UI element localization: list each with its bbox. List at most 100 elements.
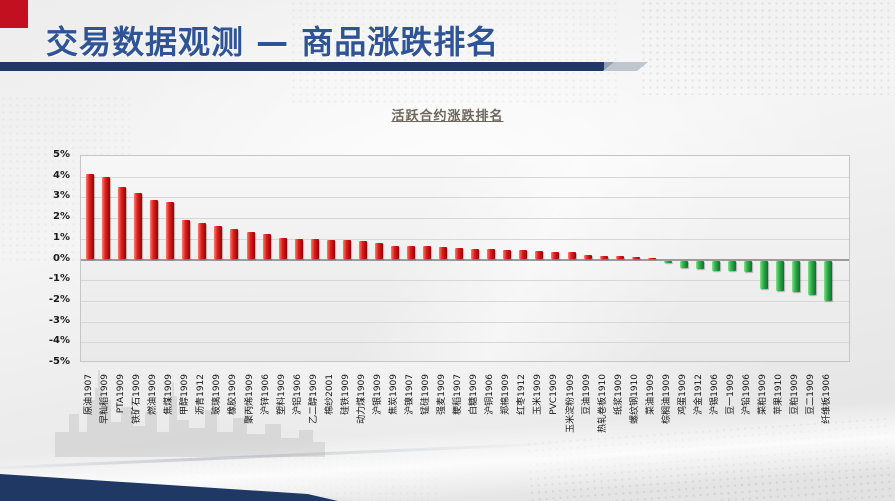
y-axis-label: -4%: [48, 335, 70, 347]
bar-燃油1909: [150, 200, 159, 260]
gridline: [81, 280, 849, 282]
halftone-dots-top-right: [640, 0, 895, 95]
bar-铁矿石1909: [134, 193, 143, 260]
y-axis-label: 1%: [53, 231, 70, 243]
bar-PTA1909: [118, 187, 127, 260]
x-axis-label: 苹果1910: [774, 374, 785, 415]
x-axis-label: 纸浆1909: [613, 374, 624, 415]
x-axis-label: 橡胶1909: [228, 374, 239, 415]
bar-聚丙烯1909: [246, 231, 255, 260]
chart-title: 活跃合约涨跌排名: [391, 109, 504, 124]
bar-锰硅1909: [423, 246, 432, 260]
y-axis-label: -1%: [48, 273, 70, 285]
x-axis-label: 沪镍1907: [405, 374, 415, 415]
gridline: [81, 321, 849, 323]
bar-玉米1909: [535, 251, 544, 260]
y-axis-label: 4%: [53, 169, 70, 181]
x-axis-label: 焦炭1909: [388, 374, 399, 415]
x-axis-label: 沪银1909: [372, 374, 383, 415]
bar-原油1907: [86, 174, 94, 260]
x-axis-label: 沪锌1906: [260, 374, 271, 415]
x-axis-label: 原油1907: [84, 374, 94, 415]
y-axis: 5% 4% 3% 2% 1% 0% -1% -2% -3% -4% -5%: [36, 149, 76, 367]
plot-area: [80, 155, 850, 362]
bar-纤维板1906: [824, 260, 833, 301]
bar-郑棉1909: [503, 249, 512, 260]
x-axis-label: 豆一1909: [726, 374, 736, 415]
bar-焦煤1909: [166, 201, 175, 260]
x-axis-label: 动力煤1909: [356, 374, 367, 424]
bar-菜粕1909: [760, 260, 769, 290]
x-axis-label: 沪铅1906: [742, 374, 753, 415]
bottom-left-ribbon: [0, 474, 338, 501]
y-axis-label: -5%: [48, 356, 70, 367]
bar-PVC1909: [551, 251, 560, 260]
y-axis-label: 2%: [53, 211, 70, 223]
x-axis-label: 沪铝1906: [292, 374, 303, 415]
y-axis-label: 3%: [53, 190, 70, 202]
bar-沪铜1906: [487, 248, 496, 260]
y-axis-label: 0%: [53, 252, 70, 264]
x-axis-label: 锰硅1909: [421, 374, 432, 415]
bar-白糖1909: [471, 248, 480, 260]
x-axis-label: 豆油1909: [581, 374, 592, 415]
x-axis-label: 棕榈油1909: [661, 374, 672, 424]
x-axis-label: 甲醇1909: [180, 374, 191, 415]
bar-塑料1909: [278, 237, 287, 260]
x-axis-label: 沪金1912: [693, 374, 704, 415]
bar-沪铝1906: [294, 238, 303, 260]
zero-axis-line: [81, 258, 849, 261]
x-axis-label: 焦煤1909: [164, 374, 175, 415]
gridline: [81, 197, 849, 199]
bar-沪铅1906: [744, 260, 753, 273]
bar-菜油1909: [647, 258, 656, 260]
x-axis: 原油1907 早籼稻1909 PTA1909 铁矿石1909 燃油1909 焦煤1909 甲…: [80, 366, 850, 458]
bar-豆一1909: [728, 260, 736, 272]
x-axis-label: 白糖1909: [469, 374, 480, 415]
x-axis-label: 鸡蛋1909: [677, 374, 688, 415]
title-underline-ribbon-tail: [604, 62, 648, 71]
bar-棕榈油1909: [663, 260, 672, 264]
bar-粳稻1907: [455, 247, 464, 260]
bar-沪锌1906: [262, 233, 271, 260]
x-axis-label: 强麦1909: [437, 374, 448, 415]
x-axis-label: 纤维板1906: [822, 374, 833, 424]
x-axis-label: 沪锡1906: [709, 374, 720, 415]
bar-豆粕1909: [792, 260, 801, 292]
x-axis-label: 玉米1909: [533, 374, 544, 415]
x-axis-label: 沪铜1906: [485, 374, 496, 415]
x-axis-label: 红枣1912: [517, 374, 528, 415]
page-title: 交易数据观测 — 商品涨跌排名: [46, 23, 500, 61]
x-axis-label: 早籼稻1909: [100, 374, 111, 424]
x-axis-label: 豆二1909: [806, 374, 817, 415]
y-axis-label: -2%: [48, 293, 70, 305]
x-axis-label: 铁矿石1909: [132, 374, 143, 424]
x-axis-label: 棉纱2001: [324, 374, 335, 415]
bar-强麦1909: [439, 246, 448, 260]
bar-玻璃1909: [214, 225, 223, 260]
bar-鸡蛋1909: [679, 260, 688, 268]
bar-豆二1909: [808, 260, 817, 295]
x-axis-label: 塑料1909: [276, 374, 287, 415]
x-axis-label: 菜油1909: [645, 374, 656, 415]
gridline: [81, 300, 849, 302]
x-axis-label: 粳稻1907: [453, 374, 464, 415]
bar-沪锡1906: [711, 260, 720, 271]
bar-沥青1912: [198, 223, 207, 260]
y-axis-label: 5%: [53, 149, 70, 160]
gridline: [81, 342, 849, 344]
x-axis-label: 乙二醇1909: [308, 374, 319, 424]
bar-动力煤1909: [358, 240, 367, 260]
bar-红枣1912: [519, 250, 528, 260]
x-axis-label: 玻璃1909: [212, 374, 223, 415]
x-axis-label: 豆粕1909: [790, 374, 801, 415]
bar-焦炭1909: [390, 245, 399, 260]
brand-red-square: [0, 0, 28, 28]
bar-甲醇1909: [182, 219, 191, 260]
x-axis-label: 郑棉1909: [501, 374, 512, 415]
title-underline-ribbon: [0, 62, 614, 71]
x-axis-label: PTA1909: [116, 374, 127, 414]
x-axis-label: 菜粕1909: [758, 374, 769, 415]
gridline: [81, 218, 849, 220]
